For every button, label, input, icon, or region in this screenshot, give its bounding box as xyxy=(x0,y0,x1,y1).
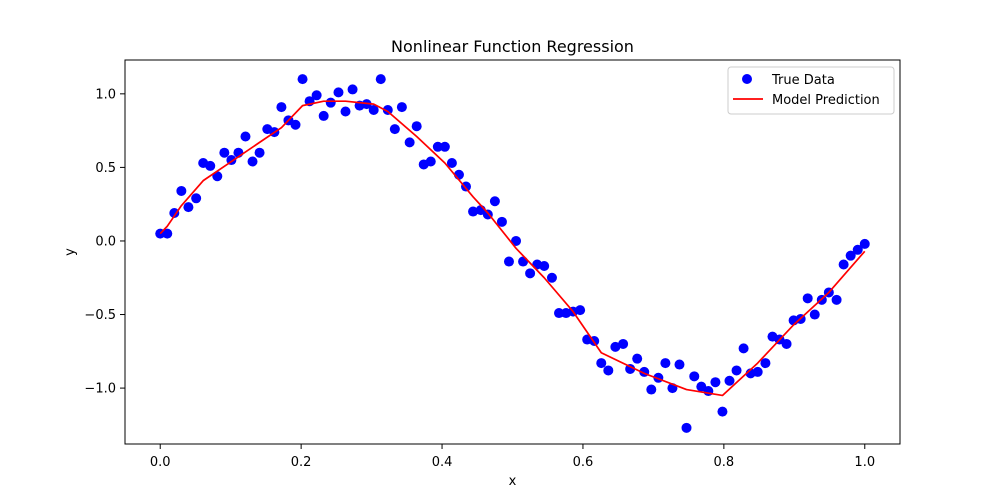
true-data-point xyxy=(325,97,336,108)
true-data-point xyxy=(660,358,671,369)
x-axis-ticks: 0.0 0.2 0.4 0.6 0.8 1.0 xyxy=(150,444,875,470)
x-tick-label: 0.8 xyxy=(714,455,735,470)
true-data-point xyxy=(389,124,400,135)
true-data-point xyxy=(432,141,443,152)
true-data-point xyxy=(554,308,564,319)
true-data-point xyxy=(710,377,721,388)
legend: True Data Model Prediction xyxy=(727,66,895,115)
y-tick-label: 0.5 xyxy=(95,161,116,176)
true-data-point xyxy=(760,358,771,369)
true-data-point xyxy=(838,259,849,270)
true-data-point xyxy=(646,384,657,395)
true-data-point xyxy=(404,137,415,148)
true-data-point xyxy=(205,160,216,171)
x-tick-label: 1.0 xyxy=(854,455,875,470)
true-data-point xyxy=(162,228,173,239)
true-data-point xyxy=(852,244,863,255)
true-data-point xyxy=(802,293,813,304)
true-data-point xyxy=(254,147,265,158)
true-data-point xyxy=(603,365,614,376)
y-tick-label: −1.0 xyxy=(84,382,116,397)
true-data-point xyxy=(176,185,187,196)
true-data-point xyxy=(546,272,557,283)
true-data-point xyxy=(681,422,692,433)
true-data-point xyxy=(191,193,202,204)
true-data-point xyxy=(618,338,629,349)
true-data-point xyxy=(781,338,792,349)
y-tick-label: 0.0 xyxy=(95,234,116,249)
true-data-point xyxy=(717,406,728,417)
y-axis-ticks: −1.0 −0.5 0.0 0.5 1.0 xyxy=(84,87,125,397)
true-data-point xyxy=(290,119,301,130)
legend-model-prediction-label: Model Prediction xyxy=(772,93,880,108)
model-prediction-line xyxy=(159,100,866,397)
true-data-point xyxy=(411,121,422,132)
x-tick-label: 0.2 xyxy=(291,455,312,470)
true-data-point xyxy=(347,84,358,95)
true-data-point xyxy=(575,305,586,316)
true-data-point xyxy=(446,157,457,168)
legend-true-data-marker xyxy=(742,74,752,84)
legend-box xyxy=(727,66,895,115)
x-tick-label: 0.0 xyxy=(150,455,171,470)
true-data-point xyxy=(219,147,230,158)
true-data-point xyxy=(674,359,685,370)
true-data-point xyxy=(596,358,607,369)
true-data-point xyxy=(340,106,351,117)
true-data-point xyxy=(738,343,749,354)
legend-true-data-label: True Data xyxy=(771,73,835,88)
true-data-point xyxy=(461,181,471,192)
true-data-point xyxy=(183,202,194,213)
true-data-point xyxy=(525,268,536,279)
true-data-point xyxy=(489,196,500,207)
y-axis-title: y xyxy=(63,248,78,256)
true-data-point xyxy=(625,363,636,374)
true-data-point xyxy=(831,294,842,305)
true-data-point xyxy=(247,156,258,167)
true-data-point xyxy=(689,371,700,382)
plot-area xyxy=(125,60,900,444)
true-data-point xyxy=(511,235,522,246)
true-data-point xyxy=(632,353,643,364)
true-data-point xyxy=(503,256,514,267)
chart-marks xyxy=(155,74,870,433)
chart-title: Nonlinear Function Regression xyxy=(391,37,634,56)
y-tick-label: 1.0 xyxy=(95,87,116,102)
true-data-point xyxy=(333,87,344,98)
true-data-point xyxy=(297,74,308,85)
true-data-point xyxy=(752,366,763,377)
true-data-point xyxy=(318,110,329,121)
true-data-point xyxy=(396,102,407,113)
true-data-point xyxy=(724,375,735,386)
x-tick-label: 0.6 xyxy=(573,455,594,470)
true-data-point xyxy=(368,105,379,116)
true-data-point xyxy=(859,238,870,249)
true-data-point xyxy=(169,208,180,219)
true-data-point xyxy=(425,156,436,167)
true-data-point xyxy=(610,341,621,352)
true-data-point xyxy=(375,74,386,85)
true-data-point xyxy=(518,256,529,267)
y-tick-label: −0.5 xyxy=(84,308,116,323)
true-data-point xyxy=(809,309,820,320)
true-data-point xyxy=(731,365,742,376)
true-data-point xyxy=(468,206,479,217)
true-data-point xyxy=(539,260,550,271)
true-data-point xyxy=(240,131,251,142)
true-data-point xyxy=(845,250,856,261)
true-data-point xyxy=(311,90,322,101)
x-tick-label: 0.4 xyxy=(432,455,453,470)
true-data-point xyxy=(496,216,507,227)
plot-frame xyxy=(124,59,901,445)
true-data-point xyxy=(276,102,287,113)
x-axis-title: x xyxy=(509,474,517,489)
true-data-point xyxy=(382,105,393,116)
true-data-point xyxy=(439,141,450,152)
